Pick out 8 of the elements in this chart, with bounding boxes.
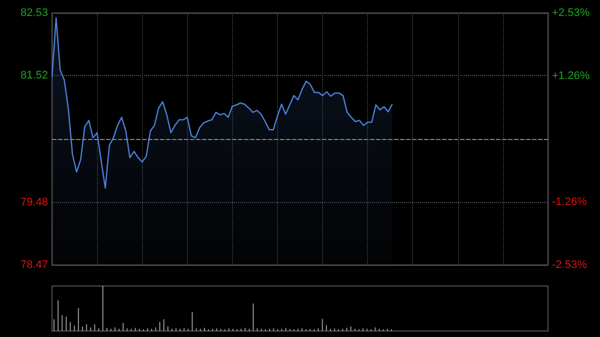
y2-tick-label: -1.26% — [552, 196, 588, 208]
y-tick-label: 79.48 — [20, 196, 48, 208]
y2-tick-label: +2.53% — [552, 7, 590, 19]
y-tick-label: 81.52 — [20, 70, 48, 82]
y-tick-label: 82.53 — [20, 7, 48, 19]
y-tick-label: 78.47 — [20, 259, 48, 271]
y2-tick-label: +1.26% — [552, 70, 590, 82]
y2-tick-label: -2.53% — [552, 259, 588, 271]
